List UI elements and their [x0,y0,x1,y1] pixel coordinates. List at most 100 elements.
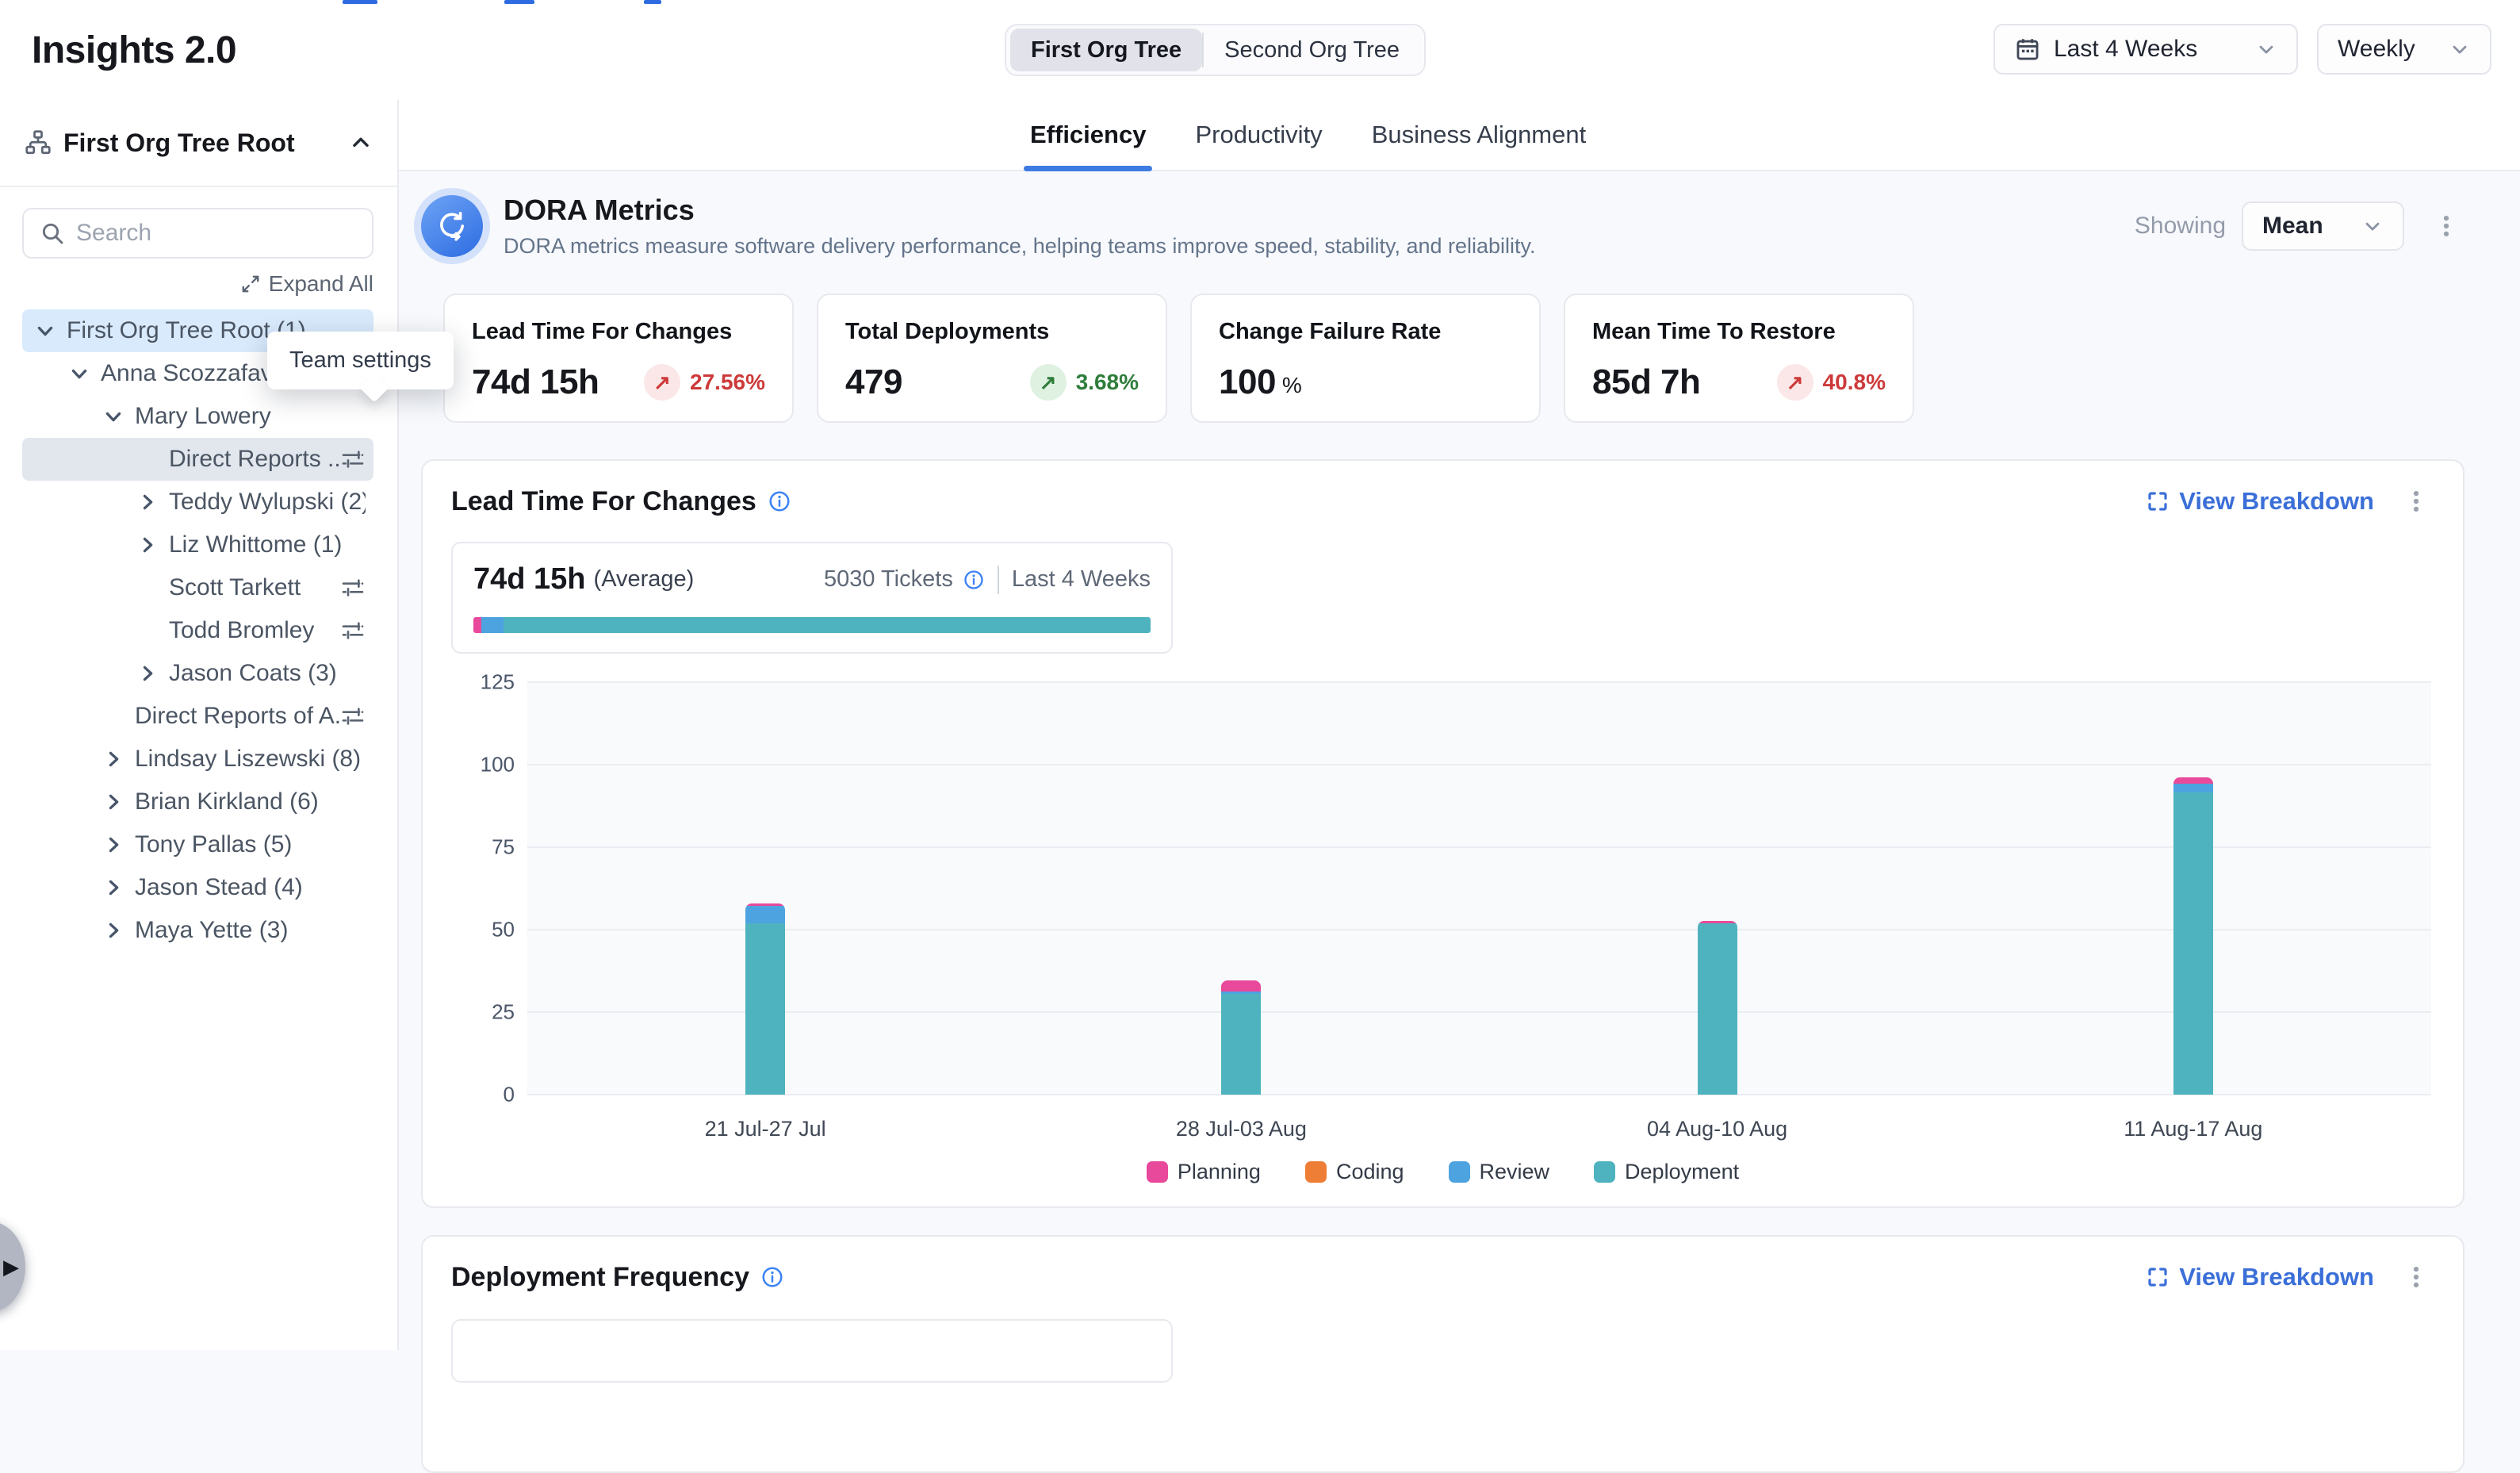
tree-item[interactable]: Jason Stead (4) [22,866,373,909]
chevron-spacer [134,446,161,473]
tree-item-label: Brian Kirkland (6) [135,788,319,815]
chevron-up-icon[interactable] [348,130,373,155]
clipped-text-artifact [644,0,661,4]
tree-item-label: First Org Tree Root (1) [67,317,306,343]
tree-item[interactable]: Liz Whittome (1) [22,524,373,566]
tree-item-label: Scott Tarkett [169,574,301,600]
metric-title: Lead Time For Changes [472,319,733,344]
toggle-first-org-tree[interactable]: First Org Tree [1010,29,1203,71]
chart-plot-area [527,681,2431,1095]
view-breakdown-link[interactable]: View Breakdown [2146,1263,2374,1291]
x-axis-tick: 21 Jul-27 Jul [704,1117,826,1141]
chevron-down-icon[interactable] [66,360,93,387]
calendar-icon [2014,36,2041,63]
tree-item-label: Teddy Wylupski (2) [169,489,366,515]
legend-swatch [1304,1161,1327,1183]
tree-item[interactable]: Teddy Wylupski (2) [22,481,373,524]
search-input[interactable] [76,220,338,247]
chevron-right-icon[interactable] [100,788,127,815]
chevron-down-icon [2361,215,2384,237]
legend-item-planning[interactable]: Planning [1146,1160,1261,1184]
y-axis-tick: 25 [492,999,515,1024]
sidebar-title: First Org Tree Root [63,128,295,157]
dora-title: DORA Metrics [504,194,695,226]
tree-item-label: Lindsay Liszewski (8) [135,746,362,772]
chevron-right-icon[interactable] [100,831,127,858]
metric-delta: 27.56% [690,370,765,394]
granularity-value: Weekly [2338,36,2415,62]
search-box [22,208,373,259]
legend-item-coding[interactable]: Coding [1304,1160,1404,1184]
tree-item[interactable]: Anna Scozzafava [22,352,373,395]
chevron-right-icon[interactable] [134,489,161,516]
stacked-bar[interactable] [745,903,786,1095]
gridline [527,681,2431,683]
toggle-second-org-tree[interactable]: Second Org Tree [1224,36,1400,63]
info-icon[interactable] [963,569,985,591]
bar-segment-planning [745,903,786,907]
legend-item-deployment[interactable]: Deployment [1594,1160,1739,1184]
stacked-bar[interactable] [1221,980,1262,1095]
legend-label: Review [1479,1160,1550,1183]
page-title: Insights 2.0 [32,29,237,71]
team-settings-icon[interactable] [340,575,366,600]
metric-card: Lead Time For Changes 74d 15h ↗ 27.56% [443,293,794,423]
team-settings-icon[interactable] [340,618,366,643]
tab-business-alignment[interactable]: Business Alignment [1371,121,1587,148]
chart-legend: Planning Coding Review Deployment [451,1160,2434,1184]
chevron-right-icon[interactable] [134,660,161,687]
x-axis-tick: 04 Aug-10 Aug [1647,1117,1788,1141]
tree-item[interactable]: Tony Pallas (5) [22,823,373,866]
org-tree-icon [24,129,52,157]
tree-item[interactable]: Scott Tarkett [22,566,373,609]
date-range-select[interactable]: Last 4 Weeks [1993,24,2298,75]
chevron-down-icon [2449,38,2471,60]
chevron-down-icon[interactable] [32,317,59,344]
tab-productivity[interactable]: Productivity [1195,121,1323,148]
bar-segment-review [1221,991,1262,994]
granularity-select[interactable]: Weekly [2317,24,2491,75]
showing-select[interactable]: Mean [2242,201,2404,251]
tree-item[interactable]: Mary Lowery [22,395,373,438]
expand-corners-icon [2146,1265,2170,1289]
stacked-bar[interactable] [1697,921,1737,1095]
tree-item[interactable]: Direct Reports ... [22,438,373,481]
metric-title: Total Deployments [845,319,1050,344]
kebab-menu-icon[interactable] [2398,483,2434,520]
view-breakdown-link[interactable]: View Breakdown [2146,487,2374,516]
tree-item-label: Todd Bromley [169,617,315,643]
trend-up-icon: ↗ [644,364,681,401]
tab-efficiency[interactable]: Efficiency [1024,121,1153,171]
info-icon[interactable] [768,489,791,513]
tree-item[interactable]: Direct Reports of A... [22,695,373,738]
trend-up-icon: ↗ [1776,364,1813,401]
view-breakdown-label: View Breakdown [2179,487,2374,515]
stacked-bar[interactable] [2173,777,2213,1095]
expand-all-button[interactable]: Expand All [22,271,373,297]
y-axis-tick: 75 [492,834,515,859]
chevron-right-icon[interactable] [134,531,161,558]
tree-item[interactable]: Jason Coats (3) [22,652,373,695]
team-settings-icon[interactable] [340,704,366,729]
trend-up-icon: ↗ [1029,364,1067,401]
phase-distribution-bar [473,617,1151,633]
chevron-down-icon[interactable] [100,403,127,430]
legend-item-review[interactable]: Review [1448,1160,1550,1184]
chevron-right-icon[interactable] [100,917,127,944]
tree-item[interactable]: Brian Kirkland (6) [22,781,373,823]
info-icon[interactable] [760,1265,784,1289]
lead-time-section: Lead Time For Changes View Breakdown [421,459,2464,1208]
lead-time-summary-card: 74d 15h (Average) 5030 Tickets Last 4 We… [451,542,1173,654]
team-settings-icon[interactable] [340,447,366,472]
chevron-right-icon[interactable] [100,874,127,901]
kebab-menu-icon[interactable] [2428,208,2464,244]
tree-item[interactable]: Lindsay Liszewski (8) [22,738,373,781]
tree-item[interactable]: Maya Yette (3) [22,909,373,952]
gridline [527,764,2431,765]
divider [997,565,999,594]
expand-icon [240,274,261,294]
tree-item[interactable]: Todd Bromley [22,609,373,652]
chevron-right-icon[interactable] [100,746,127,773]
clipped-text-artifact [504,0,534,4]
kebab-menu-icon[interactable] [2398,1259,2434,1295]
